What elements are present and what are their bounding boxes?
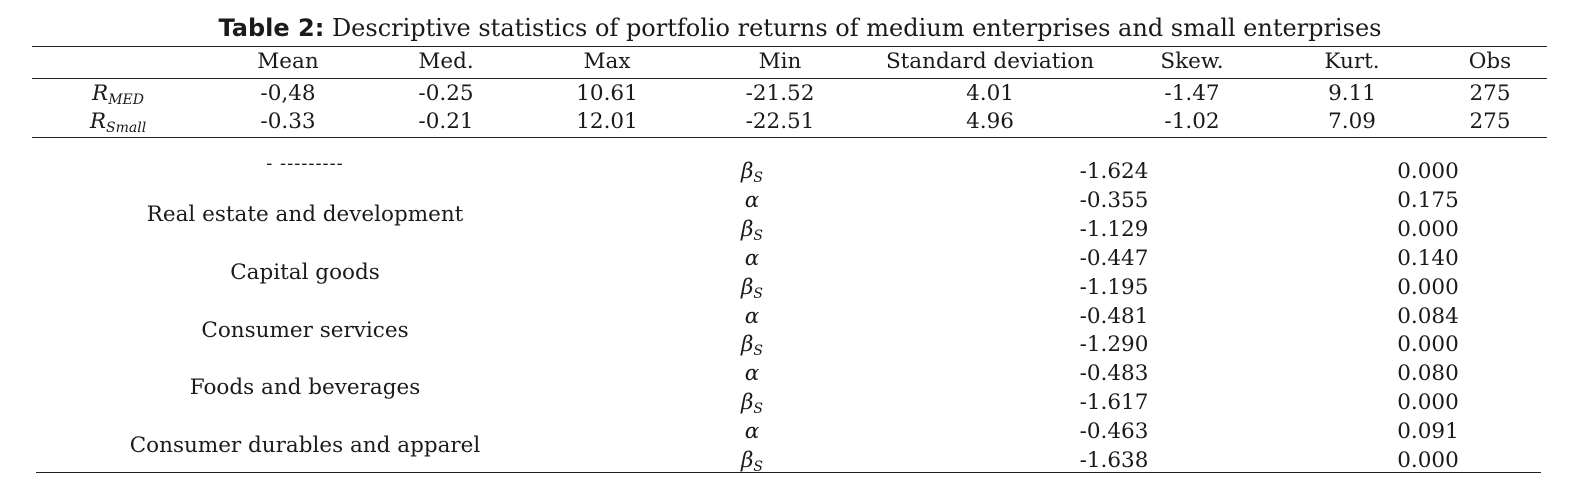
parameter-subscript: S <box>753 459 764 475</box>
parameter-letter: β <box>740 159 754 184</box>
coefficient-cell: -0.447 <box>1079 245 1149 271</box>
p-value-cell: 0.080 <box>1397 361 1459 387</box>
lower-bottom-rule <box>36 472 1541 473</box>
parameter-symbol: α <box>745 360 760 388</box>
p-value-cell: 0.000 <box>1397 274 1459 300</box>
row-subscript: Small <box>106 120 147 136</box>
p-value-cell: 0.140 <box>1397 245 1459 271</box>
table-cell: 7.09 <box>1328 109 1376 134</box>
parameter-symbol: βS <box>741 331 763 365</box>
row-label: RSmall <box>90 108 146 142</box>
table-cell: -0.33 <box>260 109 316 134</box>
table-cell: -0,48 <box>260 81 316 106</box>
sector-label: Capital goods <box>230 259 380 285</box>
parameter-symbol: α <box>745 187 760 215</box>
parameter-symbol: βS <box>741 389 763 423</box>
parameter-letter: α <box>744 245 760 271</box>
table-caption-label: Table 2: <box>218 14 325 42</box>
sector-label: Consumer services <box>201 317 409 343</box>
row-subscript: MED <box>108 92 144 108</box>
parameter-subscript: S <box>753 343 764 360</box>
row-symbol: R <box>92 81 109 106</box>
parameter-symbol: α <box>745 303 760 331</box>
parameter-letter: β <box>740 332 754 358</box>
table-cell: -22.51 <box>745 109 815 134</box>
parameter-symbol: βS <box>741 447 763 481</box>
coefficient-cell: -1.290 <box>1079 332 1149 358</box>
coefficient-cell: -0.481 <box>1079 303 1149 329</box>
table-caption-text: Descriptive statistics of portfolio retu… <box>324 14 1382 42</box>
row-symbol: R <box>89 109 107 134</box>
column-header: Obs <box>1468 49 1512 74</box>
sector-label: Real estate and development <box>146 201 464 227</box>
top-rule <box>32 46 1547 47</box>
table-cell: 9.11 <box>1328 81 1376 106</box>
column-header: Standard deviation <box>885 49 1095 74</box>
coefficient-cell: -0.463 <box>1079 419 1149 445</box>
parameter-letter: α <box>744 419 760 445</box>
table-cell: 12.01 <box>576 109 638 134</box>
p-value-cell: 0.000 <box>1397 216 1459 242</box>
coefficient-cell: -1.617 <box>1079 390 1149 416</box>
parameter-subscript: S <box>753 227 764 244</box>
sector-label: Consumer durables and apparel <box>129 433 481 459</box>
sector-regression-table: - --------- βS -1.624 0.000 Real estate and… <box>0 158 1570 487</box>
bottom-rule <box>32 137 1547 138</box>
table-caption: Table 2: Descriptive statistics of portf… <box>0 14 1570 42</box>
p-value-cell: 0.000 <box>1397 390 1459 416</box>
column-header: Max <box>583 49 631 74</box>
table-cell: -0.21 <box>418 109 474 134</box>
table-cell: 4.96 <box>966 109 1014 134</box>
parameter-letter: α <box>744 303 760 329</box>
parameter-letter: α <box>744 187 760 213</box>
parameter-symbol: βS <box>741 158 763 192</box>
column-header: Min <box>758 49 802 74</box>
parameter-letter: β <box>740 216 754 242</box>
parameter-subscript: S <box>753 401 764 418</box>
column-header: Skew. <box>1160 49 1224 74</box>
column-header: Mean <box>257 49 319 74</box>
coefficient-cell: -0.355 <box>1079 187 1149 213</box>
parameter-letter: β <box>740 448 754 473</box>
parameter-letter: β <box>740 390 754 416</box>
coefficient-cell: -1.638 <box>1079 448 1149 473</box>
p-value-cell: 0.091 <box>1397 419 1459 445</box>
parameter-subscript: S <box>753 170 764 186</box>
parameter-symbol: α <box>745 245 760 273</box>
table-cell: 10.61 <box>576 81 638 106</box>
parameter-subscript: S <box>753 285 764 302</box>
coefficient-cell: -0.483 <box>1079 361 1149 387</box>
table-cell: -0.25 <box>418 81 474 106</box>
coefficient-cell: -1.624 <box>1079 159 1149 184</box>
table-cell: -21.52 <box>745 81 815 106</box>
table-cell: 275 <box>1469 109 1511 134</box>
parameter-letter: β <box>740 274 754 300</box>
table-cell: 275 <box>1469 81 1511 106</box>
p-value-cell: 0.000 <box>1397 448 1459 473</box>
p-value-cell: 0.084 <box>1397 303 1459 329</box>
partial-sector-label: - --------- <box>266 158 344 174</box>
table-cell: -1.47 <box>1164 81 1220 106</box>
parameter-letter: α <box>744 361 760 387</box>
coefficient-cell: -1.129 <box>1079 216 1149 242</box>
column-header: Kurt. <box>1324 49 1380 74</box>
parameter-symbol: α <box>745 418 760 446</box>
p-value-cell: 0.175 <box>1397 187 1459 213</box>
header-rule <box>32 78 1547 79</box>
column-header: Med. <box>418 49 474 74</box>
sector-label: Foods and beverages <box>189 375 421 401</box>
row-label: RMED <box>92 80 144 114</box>
parameter-symbol: βS <box>741 216 763 250</box>
table-cell: 4.01 <box>966 81 1014 106</box>
parameter-symbol: βS <box>741 274 763 308</box>
p-value-cell: 0.000 <box>1397 159 1459 184</box>
table-cell: -1.02 <box>1164 109 1220 134</box>
p-value-cell: 0.000 <box>1397 332 1459 358</box>
coefficient-cell: -1.195 <box>1079 274 1149 300</box>
